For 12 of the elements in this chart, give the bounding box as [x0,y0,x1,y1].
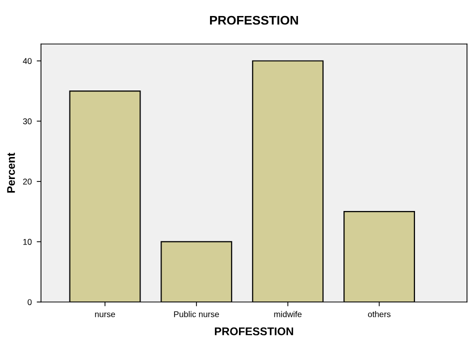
x-tick-label: nurse [95,312,116,318]
x-tick-label: Public nurse [174,311,219,318]
x-axis-title: PROFESSTION [214,327,294,336]
x-tick-label: midwife [274,311,302,318]
y-axis-title: Percent [7,152,15,193]
y-tick-label: 30 [23,118,32,124]
chart-title: PROFESSTION [210,16,298,25]
y-tick-label: 40 [22,58,32,64]
y-tick-label: 0 [28,299,32,306]
x-tick-label: others [368,311,391,318]
y-tick-label: 10 [23,238,32,245]
y-tick-label: 20 [23,178,32,185]
